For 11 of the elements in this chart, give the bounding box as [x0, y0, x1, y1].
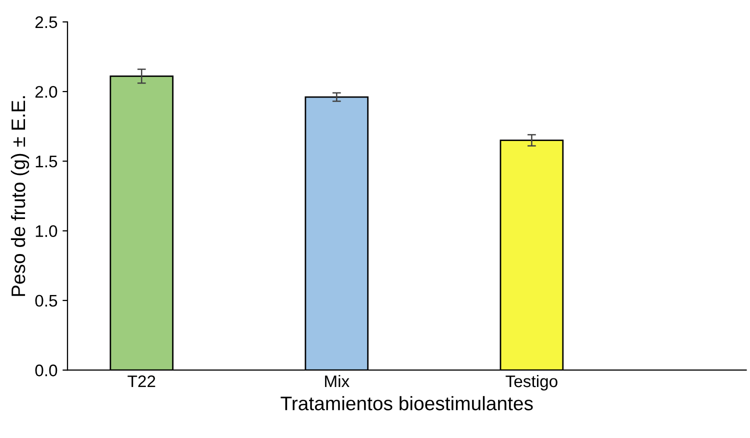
- y-tick-label: 0.0: [35, 364, 58, 376]
- y-tick-label: 2.5: [35, 16, 58, 28]
- x-tick-label: Testigo: [506, 374, 558, 391]
- y-tick-label: 2.0: [35, 86, 58, 98]
- y-tick-label: 0.5: [35, 294, 58, 307]
- y-axis-title: Peso de fruto (g) ± E.E.: [10, 96, 30, 296]
- x-tick-label: Mix: [325, 374, 350, 388]
- y-tick-label: 1.0: [36, 225, 58, 238]
- y-tick-label: 1.5: [36, 156, 58, 168]
- x-tick-label: T22: [128, 375, 156, 388]
- x-axis-title: Tratamientos bioestimulantes: [280, 396, 533, 410]
